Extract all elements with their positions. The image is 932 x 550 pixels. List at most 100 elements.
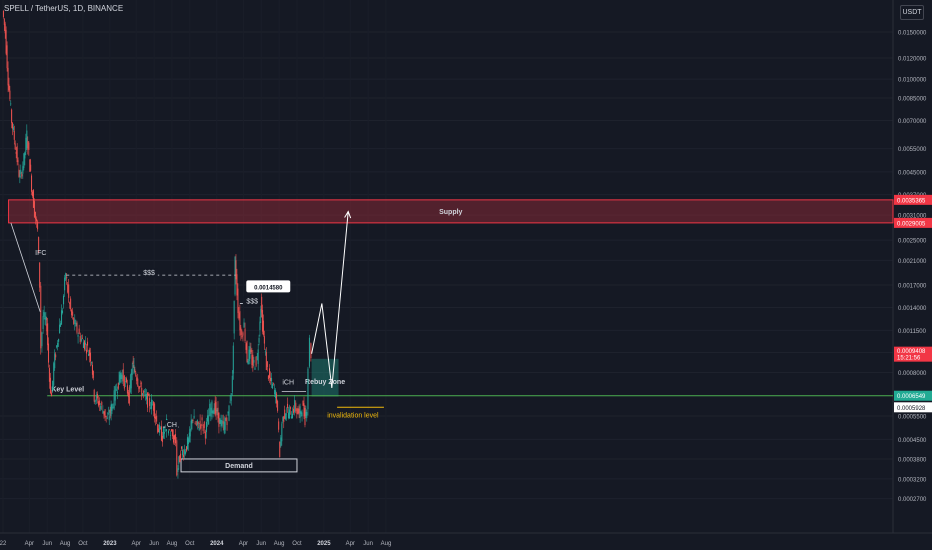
candle-body — [136, 377, 138, 382]
candle-body — [263, 336, 265, 344]
candle-body — [127, 392, 129, 398]
candle-body — [217, 407, 219, 419]
y-tick-label: 0.0100000 — [898, 78, 927, 84]
candle-body — [291, 413, 293, 419]
candle-body — [47, 323, 49, 346]
currency-button[interactable]: USDT — [900, 5, 924, 20]
candle-body — [111, 404, 113, 411]
candle-body — [162, 427, 164, 438]
candle-body — [11, 109, 13, 123]
candle-body — [243, 322, 245, 328]
candle-body — [303, 403, 305, 417]
candle-body — [51, 392, 53, 397]
candle-body — [261, 296, 263, 313]
annotation-bg — [165, 420, 179, 430]
candle-body — [3, 18, 5, 25]
x-tick-label: Jun — [42, 541, 52, 547]
candle-body — [90, 352, 92, 362]
candle-body — [207, 415, 209, 422]
candle-body — [63, 295, 65, 305]
candle-body — [266, 361, 268, 368]
candle-body — [254, 367, 256, 370]
candle-body — [213, 408, 215, 414]
candle-body — [124, 381, 126, 382]
current-price-label: 0.0009408 — [897, 349, 926, 355]
candle-body — [272, 383, 274, 389]
candle-body — [302, 400, 304, 406]
candle-body — [264, 351, 266, 352]
candle-body — [14, 143, 16, 150]
candle-body — [125, 378, 127, 383]
candle-body — [295, 402, 297, 412]
candle-body — [193, 415, 195, 419]
candle-body — [280, 437, 282, 447]
candle-body — [66, 277, 68, 279]
y-tick-label: 0.0085000 — [898, 97, 927, 103]
rebuy-zone[interactable] — [311, 358, 339, 397]
candle-body — [229, 401, 231, 403]
candle-body — [275, 390, 277, 399]
candle-body — [185, 451, 187, 454]
supply-zone[interactable] — [8, 199, 894, 224]
candle-body — [148, 394, 150, 396]
candle-body — [308, 337, 310, 367]
candle-body — [134, 369, 136, 372]
candle-body — [79, 336, 81, 343]
candle-body — [277, 400, 279, 411]
x-tick-label: Aug — [167, 541, 178, 547]
key-level-label: Key Level — [51, 387, 84, 394]
candle-body — [197, 421, 199, 424]
candle-body — [48, 343, 50, 363]
candle-body — [211, 401, 213, 414]
candle-body — [227, 411, 229, 413]
candle-body — [258, 338, 260, 343]
candle-body — [234, 256, 236, 295]
candle-body — [77, 335, 79, 337]
candle-body — [212, 410, 214, 414]
candle-body — [19, 176, 21, 177]
annotation-bg — [140, 268, 158, 278]
candle-body — [160, 427, 162, 429]
y-tick-label: 0.0014000 — [898, 306, 927, 312]
candle-body — [61, 310, 63, 325]
candle-body — [12, 127, 14, 131]
candle-body — [190, 420, 192, 430]
candle-body — [75, 322, 77, 327]
candle-body — [13, 131, 15, 140]
candle-body — [8, 84, 10, 91]
candle-body — [290, 416, 292, 419]
annotation-label: $$$ — [246, 298, 258, 305]
candle-body — [152, 404, 154, 406]
candle-body — [293, 408, 295, 413]
candle-body — [118, 371, 120, 385]
candle-body — [94, 400, 96, 403]
candle-body — [4, 23, 6, 34]
price-label-text: 0.0035365 — [897, 198, 926, 204]
candle-body — [216, 409, 218, 412]
candle-body — [55, 354, 57, 358]
candle-body — [257, 349, 259, 364]
candle-body — [276, 393, 278, 404]
candle-body — [158, 428, 160, 433]
candle-body — [253, 360, 255, 363]
candle-body — [182, 449, 184, 456]
candle-body — [274, 389, 276, 395]
candle-body — [202, 425, 204, 431]
x-tick-label: Aug — [274, 541, 285, 547]
candle-body — [119, 374, 121, 383]
candle-body — [226, 421, 228, 426]
candle-body — [172, 435, 174, 443]
candle-body — [30, 164, 32, 171]
candle-body — [99, 400, 101, 405]
candle-body — [189, 429, 191, 437]
candle-body — [271, 377, 273, 382]
candle-body — [17, 160, 19, 162]
demand-zone[interactable] — [180, 458, 298, 473]
candle-body — [153, 401, 155, 411]
candle-body — [183, 454, 185, 458]
candle-body — [151, 399, 153, 409]
candle-body — [95, 394, 97, 401]
candle-body — [200, 424, 202, 429]
